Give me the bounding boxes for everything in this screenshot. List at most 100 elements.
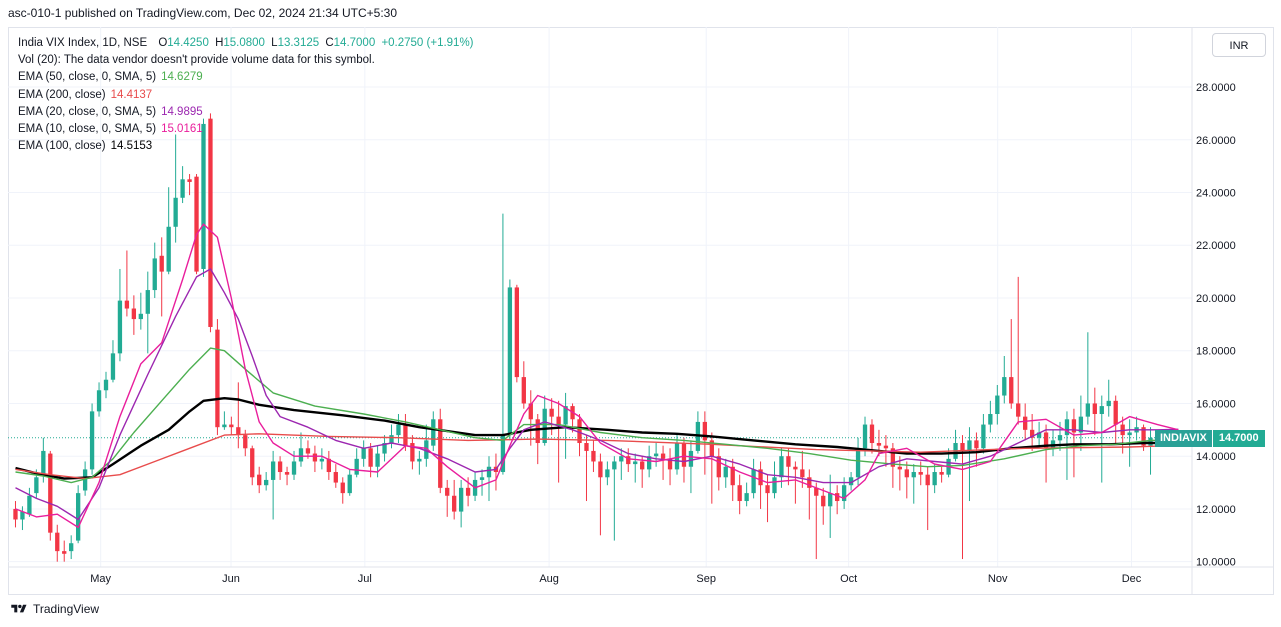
low-label: L bbox=[271, 37, 278, 49]
ema200-value: 14.4137 bbox=[110, 88, 153, 101]
candle-body bbox=[452, 495, 457, 512]
candle-body bbox=[800, 469, 805, 478]
candle-body bbox=[1009, 377, 1014, 404]
candle-body bbox=[20, 511, 25, 520]
candle bbox=[103, 371, 109, 399]
candle bbox=[270, 450, 276, 520]
ema200-row[interactable]: EMA (200, close) 14.4137 bbox=[18, 87, 480, 104]
candle bbox=[981, 414, 986, 454]
candle-body bbox=[772, 477, 777, 494]
grid-lines bbox=[8, 27, 1192, 567]
x-tick-label: Sep bbox=[696, 573, 716, 585]
x-tick-label: Jun bbox=[222, 573, 240, 585]
candle-body bbox=[1127, 432, 1132, 436]
candle-body bbox=[438, 419, 443, 488]
candle-body bbox=[236, 427, 241, 436]
candle bbox=[354, 448, 359, 478]
ema20-row[interactable]: EMA (20, close, 0, SMA, 5) 14.9895 bbox=[18, 104, 480, 121]
candle-body bbox=[883, 445, 889, 449]
candle-body bbox=[13, 508, 18, 520]
candle bbox=[131, 295, 137, 335]
candle bbox=[361, 440, 366, 467]
volume-text: Vol (20): The data vendor doesn't provid… bbox=[18, 54, 375, 67]
candle-body bbox=[500, 435, 506, 473]
y-tick-label: 22.0000 bbox=[1196, 240, 1236, 252]
candle bbox=[1036, 421, 1042, 449]
candle bbox=[925, 466, 930, 531]
candle bbox=[932, 464, 937, 494]
candle-body bbox=[821, 495, 826, 507]
candle-body bbox=[382, 443, 387, 454]
low-value: 13.3125 bbox=[277, 37, 320, 49]
candle-body bbox=[667, 458, 673, 470]
candle-body bbox=[284, 472, 290, 475]
candle bbox=[674, 435, 680, 475]
volume-row[interactable]: Vol (20): The data vendor doesn't provid… bbox=[18, 52, 480, 69]
ema10-row[interactable]: EMA (10, close, 0, SMA, 5) 15.0161 bbox=[18, 121, 480, 138]
candle-body bbox=[619, 456, 624, 462]
candle bbox=[96, 382, 102, 417]
candle-body bbox=[835, 493, 840, 502]
candle-body bbox=[291, 461, 297, 475]
time-axis: May Jun Jul Aug Sep Oct Nov Dec bbox=[8, 566, 1274, 585]
ema100-row[interactable]: EMA (100, close) 14.5153 bbox=[18, 138, 480, 155]
symbol-title[interactable]: India VIX Index, 1D, NSE bbox=[18, 37, 148, 49]
candle-body bbox=[1106, 400, 1111, 407]
candle-body bbox=[333, 472, 338, 483]
candle bbox=[458, 479, 464, 528]
candle-body bbox=[855, 448, 861, 478]
candle bbox=[835, 485, 840, 515]
candle-body bbox=[869, 424, 875, 444]
candle bbox=[584, 435, 589, 502]
price-tag: INDIAVIX 14.7000 bbox=[1155, 430, 1265, 447]
ema50-row[interactable]: EMA (50, close, 0, SMA, 5) 14.6279 bbox=[18, 69, 480, 86]
candle-body bbox=[173, 197, 178, 227]
candle bbox=[27, 487, 32, 517]
candle-body bbox=[556, 416, 561, 425]
candle bbox=[605, 461, 610, 486]
candle-body bbox=[215, 329, 220, 428]
candle-body bbox=[967, 440, 972, 451]
candle-body bbox=[180, 179, 185, 198]
candle-body bbox=[1023, 416, 1028, 430]
candle bbox=[173, 134, 178, 243]
candle-body bbox=[194, 176, 199, 272]
candlesticks bbox=[13, 113, 1153, 562]
candle bbox=[117, 268, 123, 362]
candle bbox=[995, 385, 1000, 425]
candle bbox=[988, 400, 993, 433]
candle bbox=[201, 118, 206, 277]
currency-button[interactable]: INR bbox=[1212, 33, 1266, 57]
candle-body bbox=[807, 477, 812, 488]
candle bbox=[869, 419, 875, 454]
candle bbox=[229, 416, 234, 436]
y-tick-label: 24.0000 bbox=[1196, 187, 1236, 199]
candle-body bbox=[584, 443, 589, 451]
candle-body bbox=[577, 419, 582, 444]
candle-body bbox=[995, 395, 1000, 415]
candle-body bbox=[55, 532, 60, 552]
candle bbox=[222, 411, 227, 430]
candle-body bbox=[904, 469, 909, 478]
candle-body bbox=[75, 493, 81, 541]
candle-body bbox=[1078, 416, 1084, 433]
candle-body bbox=[605, 469, 610, 478]
candle bbox=[1050, 429, 1056, 457]
candle bbox=[848, 472, 854, 491]
candle bbox=[716, 448, 721, 491]
ema100-value: 14.5153 bbox=[110, 140, 153, 153]
candle-body bbox=[117, 300, 123, 354]
candle-body bbox=[549, 408, 554, 417]
candle bbox=[250, 445, 255, 486]
footer-brand[interactable]: TradingView bbox=[10, 602, 99, 616]
ema200-label: EMA (200, close) bbox=[18, 88, 106, 101]
candle-body bbox=[786, 456, 791, 467]
y-tick-label: 28.0000 bbox=[1196, 82, 1236, 94]
candle bbox=[800, 450, 805, 488]
price-chart[interactable]: 10.0000 12.0000 14.0000 16.0000 18.0000 20.00… bbox=[8, 27, 1274, 595]
ohlc-row[interactable]: India VIX Index, 1D, NSE O14.4250 H15.08… bbox=[18, 35, 480, 52]
candle-body bbox=[298, 448, 304, 462]
candle bbox=[1029, 414, 1035, 451]
y-tick-label: 20.0000 bbox=[1196, 293, 1236, 305]
candle-body bbox=[681, 443, 687, 467]
